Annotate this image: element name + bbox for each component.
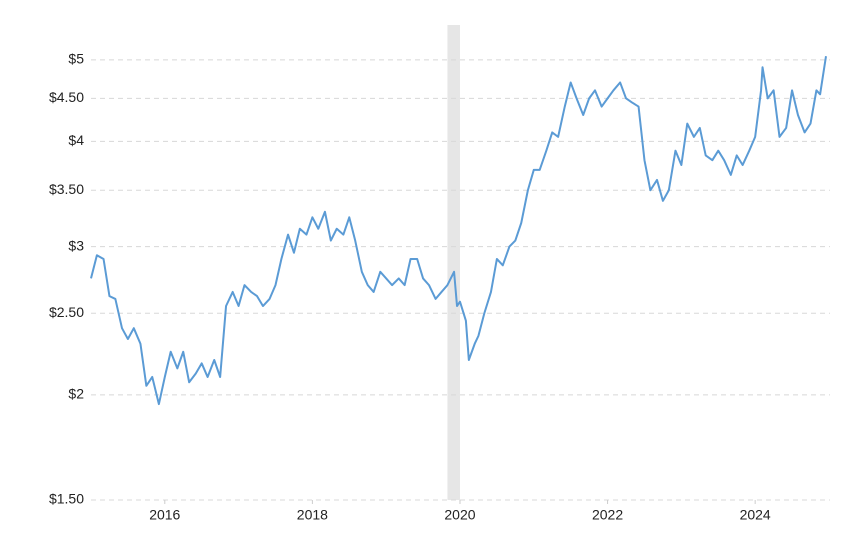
x-tick-label: 2024 (740, 507, 771, 523)
x-tick-label: 2018 (297, 507, 328, 523)
y-tick-label: $3.50 (49, 181, 84, 197)
price-line (90, 56, 827, 406)
y-tick-label: $5 (68, 51, 84, 67)
y-tick-label: $1.50 (49, 491, 84, 507)
y-tick-label: $3 (68, 237, 84, 253)
y-tick-label: $4 (68, 132, 84, 148)
y-tick-label: $2 (68, 386, 84, 402)
x-tick-label: 2022 (592, 507, 623, 523)
x-tick-label: 2020 (444, 507, 475, 523)
y-tick-label: $4.50 (49, 89, 84, 105)
y-tick-label: $2.50 (49, 304, 84, 320)
x-tick-label: 2016 (149, 507, 180, 523)
shaded-region (447, 25, 460, 500)
